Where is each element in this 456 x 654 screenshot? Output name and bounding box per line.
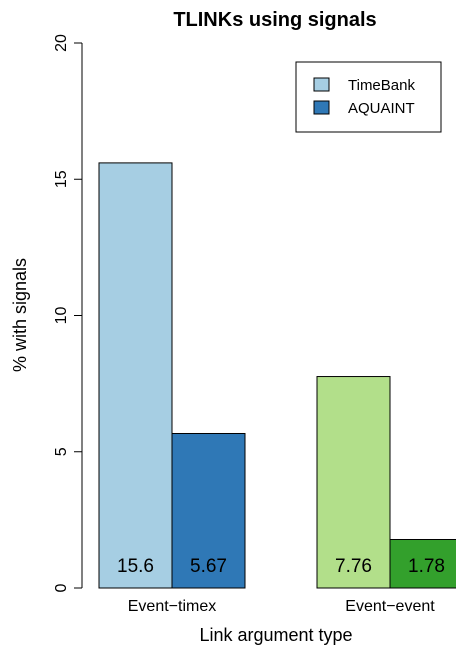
bar [171,432,246,589]
y-axis-label: % with signals [10,258,30,372]
bar-value-label: 5.67 [190,556,227,577]
legend-swatch [313,100,330,115]
legend-label: TimeBank [348,77,415,94]
legend-swatch [313,77,330,92]
y-tick-label: 15 [53,170,70,188]
bar-value-label: 15.6 [117,556,154,577]
y-tick-label: 20 [53,34,70,52]
bar-value-labels: 15.6 5.67 7.76 1.78 [117,556,445,577]
legend: TimeBank AQUAINT [295,61,442,133]
y-tick-label: 10 [53,307,70,325]
bar [98,162,173,589]
x-tick-label: Event−timex [128,598,216,615]
x-axis: Event−timex Event−event [128,598,435,615]
bar-value-label: 1.78 [408,556,445,577]
legend-box [295,61,442,133]
x-axis-label: Link argument type [199,625,352,645]
bars [98,162,456,589]
legend-label: AQUAINT [348,100,415,117]
y-axis: 0 5 10 15 20 [53,34,83,592]
y-tick-label: 5 [53,447,70,456]
bar-value-label: 7.76 [335,556,372,577]
chart-title: TLINKs using signals [173,9,376,31]
y-tick-label: 0 [53,583,70,592]
x-tick-label: Event−event [345,598,435,615]
bar [389,538,456,589]
bar [316,376,391,589]
